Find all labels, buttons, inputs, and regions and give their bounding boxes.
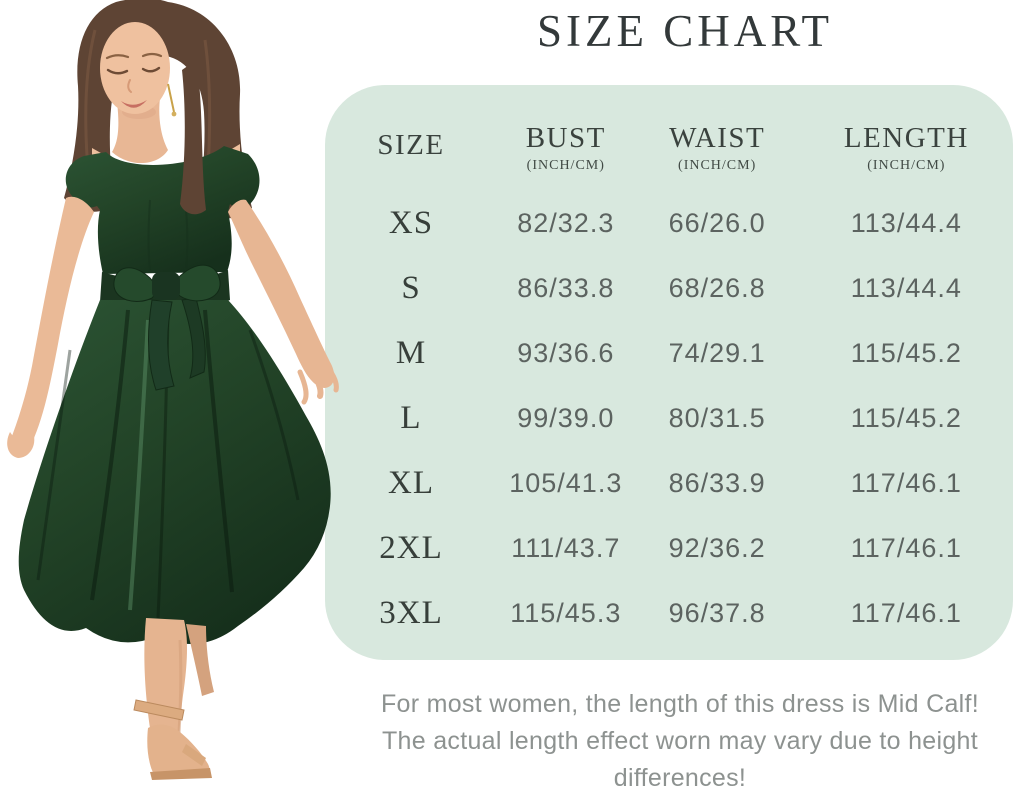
left-arm bbox=[7, 196, 94, 458]
cell-length: 115/45.2 bbox=[850, 338, 962, 368]
table-row-xl: XL 105/41.3 86/33.9 117/46.1 bbox=[325, 451, 1013, 516]
table-header-row: SIZE BUST (INCH/CM) WAIST (INCH/CM) LENG… bbox=[325, 91, 1013, 191]
cell-bust: 105/41.3 bbox=[509, 468, 623, 498]
table-row-xs: XS 82/32.3 66/26.0 113/44.4 bbox=[325, 191, 1013, 256]
table-row-3xl: 3XL 115/45.3 96/37.8 117/46.1 bbox=[325, 581, 1013, 646]
cell-waist: 96/37.8 bbox=[668, 598, 766, 628]
header-size: SIZE bbox=[325, 116, 497, 166]
heel-shoe bbox=[133, 699, 212, 780]
header-length: LENGTH (INCH/CM) bbox=[800, 109, 1013, 173]
cell-waist: 68/26.8 bbox=[668, 273, 766, 303]
cell-size: XS bbox=[388, 205, 434, 241]
footnote-line-1: For most women, the length of this dress… bbox=[380, 690, 980, 718]
cell-waist: 74/29.1 bbox=[668, 338, 766, 368]
cell-size: M bbox=[395, 335, 427, 371]
cell-bust: 86/33.8 bbox=[517, 273, 615, 303]
model-illustration bbox=[7, 0, 339, 780]
cell-size: XL bbox=[388, 465, 434, 501]
header-bust: BUST (INCH/CM) bbox=[497, 109, 635, 173]
dress-skirt bbox=[18, 300, 331, 644]
cell-waist: 92/36.2 bbox=[668, 533, 766, 563]
cell-size: S bbox=[401, 270, 421, 306]
cell-waist: 80/31.5 bbox=[668, 403, 766, 433]
face bbox=[100, 22, 170, 114]
header-bust-label: BUST bbox=[525, 122, 606, 154]
cell-bust: 82/32.3 bbox=[517, 208, 615, 238]
table-row-2xl: 2XL 111/43.7 92/36.2 117/46.1 bbox=[325, 516, 1013, 581]
waist-bow bbox=[113, 264, 221, 391]
size-chart-panel: SIZE BUST (INCH/CM) WAIST (INCH/CM) LENG… bbox=[325, 85, 1013, 660]
footnote: For most women, the length of this dress… bbox=[336, 686, 1024, 797]
size-table: SIZE BUST (INCH/CM) WAIST (INCH/CM) LENG… bbox=[325, 85, 1013, 660]
header-length-unit: (INCH/CM) bbox=[867, 158, 946, 173]
cell-length: 117/46.1 bbox=[850, 598, 962, 628]
header-waist-unit: (INCH/CM) bbox=[678, 158, 757, 173]
table-row-s: S 86/33.8 68/26.8 113/44.4 bbox=[325, 256, 1013, 321]
header-length-label: LENGTH bbox=[843, 122, 969, 154]
cell-bust: 99/39.0 bbox=[517, 403, 615, 433]
header-size-label: SIZE bbox=[377, 129, 445, 161]
table-row-l: L 99/39.0 80/31.5 115/45.2 bbox=[325, 386, 1013, 451]
cell-length: 117/46.1 bbox=[850, 533, 962, 563]
page-title: SIZE CHART bbox=[536, 6, 834, 56]
cell-size: 3XL bbox=[379, 595, 443, 631]
cell-bust: 93/36.6 bbox=[517, 338, 615, 368]
cell-size: L bbox=[400, 400, 422, 436]
cell-size: 2XL bbox=[379, 530, 443, 566]
cell-length: 113/44.4 bbox=[850, 208, 962, 238]
cell-waist: 86/33.9 bbox=[668, 468, 766, 498]
cell-length: 113/44.4 bbox=[850, 273, 962, 303]
hair-front-strand bbox=[180, 60, 206, 215]
header-bust-unit: (INCH/CM) bbox=[526, 158, 605, 173]
table-row-m: M 93/36.6 74/29.1 115/45.2 bbox=[325, 321, 1013, 386]
cell-waist: 66/26.0 bbox=[668, 208, 766, 238]
cell-bust: 111/43.7 bbox=[511, 533, 621, 563]
footnote-line-2: The actual length effect worn may vary d… bbox=[381, 727, 979, 792]
right-arm bbox=[228, 199, 339, 405]
earring bbox=[167, 83, 177, 117]
cell-length: 117/46.1 bbox=[850, 468, 962, 498]
header-waist: WAIST (INCH/CM) bbox=[635, 109, 800, 173]
cell-bust: 115/45.3 bbox=[510, 598, 622, 628]
model-photo bbox=[0, 0, 345, 780]
cell-length: 115/45.2 bbox=[850, 403, 962, 433]
header-waist-label: WAIST bbox=[669, 122, 766, 154]
